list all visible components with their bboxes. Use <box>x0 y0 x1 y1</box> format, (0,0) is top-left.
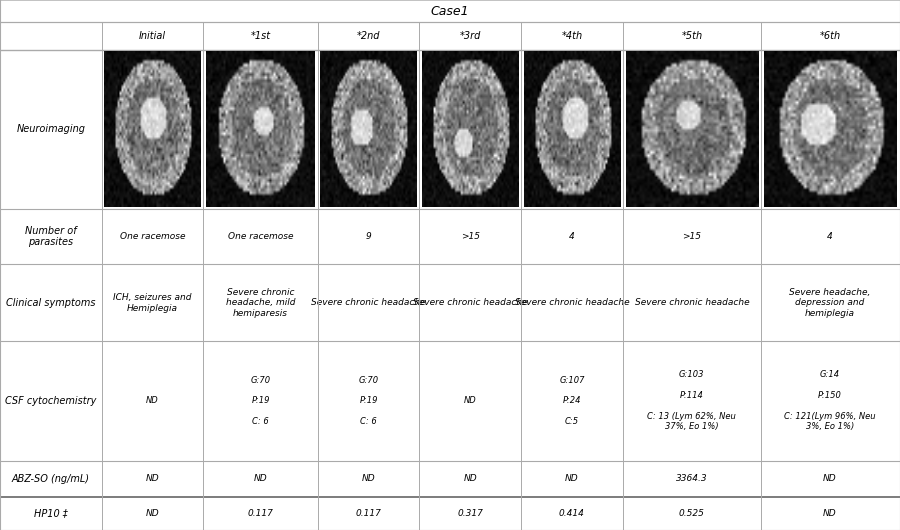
Text: 4: 4 <box>569 232 575 241</box>
Text: Case1: Case1 <box>431 5 469 17</box>
Text: 9: 9 <box>365 232 372 241</box>
Text: 0.117: 0.117 <box>356 509 382 518</box>
Text: ND: ND <box>362 474 375 483</box>
Text: One racemose: One racemose <box>228 232 293 241</box>
Text: ND: ND <box>565 474 579 483</box>
Text: Severe chronic headache: Severe chronic headache <box>311 298 426 307</box>
Text: G:70

P:19

C: 6: G:70 P:19 C: 6 <box>358 376 379 426</box>
Text: *4th: *4th <box>562 31 582 41</box>
Text: ABZ-SO (ng/mL): ABZ-SO (ng/mL) <box>12 474 90 483</box>
Text: ND: ND <box>146 474 159 483</box>
Text: *6th: *6th <box>820 31 841 41</box>
Text: *3rd: *3rd <box>460 31 481 41</box>
Text: Severe headache,
depression and
hemiplegia: Severe headache, depression and hemipleg… <box>789 288 870 318</box>
Text: ND: ND <box>146 396 159 405</box>
Text: ND: ND <box>464 396 477 405</box>
Text: 4: 4 <box>827 232 832 241</box>
Text: HP10 ‡: HP10 ‡ <box>34 508 68 518</box>
Text: Clinical symptoms: Clinical symptoms <box>6 298 95 308</box>
Text: 0.317: 0.317 <box>457 509 483 518</box>
Text: 0.414: 0.414 <box>559 509 585 518</box>
Text: ND: ND <box>824 474 837 483</box>
Text: G:107

P:24

C:5: G:107 P:24 C:5 <box>559 376 585 426</box>
Text: CSF cytochemistry: CSF cytochemistry <box>5 396 96 406</box>
Text: Initial: Initial <box>139 31 166 41</box>
Text: Severe chronic headache: Severe chronic headache <box>515 298 629 307</box>
Text: *5th: *5th <box>681 31 702 41</box>
Text: G:103

P:114

C: 13 (Lym 62%, Neu
37%, Eo 1%): G:103 P:114 C: 13 (Lym 62%, Neu 37%, Eo … <box>647 370 736 431</box>
Text: Severe chronic headache: Severe chronic headache <box>413 298 527 307</box>
Text: 0.117: 0.117 <box>248 509 274 518</box>
Text: *1st: *1st <box>250 31 271 41</box>
Text: >15: >15 <box>461 232 480 241</box>
Text: Neuroimaging: Neuroimaging <box>16 125 86 134</box>
Text: >15: >15 <box>682 232 701 241</box>
Text: 3364.3: 3364.3 <box>676 474 707 483</box>
Text: ND: ND <box>464 474 477 483</box>
Text: ND: ND <box>146 509 159 518</box>
Text: 0.525: 0.525 <box>679 509 705 518</box>
Text: Severe chronic headache: Severe chronic headache <box>634 298 749 307</box>
Text: ICH, seizures and
Hemiplegia: ICH, seizures and Hemiplegia <box>113 293 192 313</box>
Text: One racemose: One racemose <box>120 232 185 241</box>
Text: G:14

P:150

C: 121(Lym 96%, Neu
3%, Eo 1%): G:14 P:150 C: 121(Lym 96%, Neu 3%, Eo 1%… <box>784 370 876 431</box>
Text: *2nd: *2nd <box>356 31 381 41</box>
Text: ND: ND <box>254 474 267 483</box>
Text: G:70

P:19

C: 6: G:70 P:19 C: 6 <box>250 376 271 426</box>
Text: Number of
parasites: Number of parasites <box>25 226 77 248</box>
Text: ND: ND <box>824 509 837 518</box>
Text: Severe chronic
headache, mild
hemiparesis: Severe chronic headache, mild hemiparesi… <box>226 288 295 318</box>
